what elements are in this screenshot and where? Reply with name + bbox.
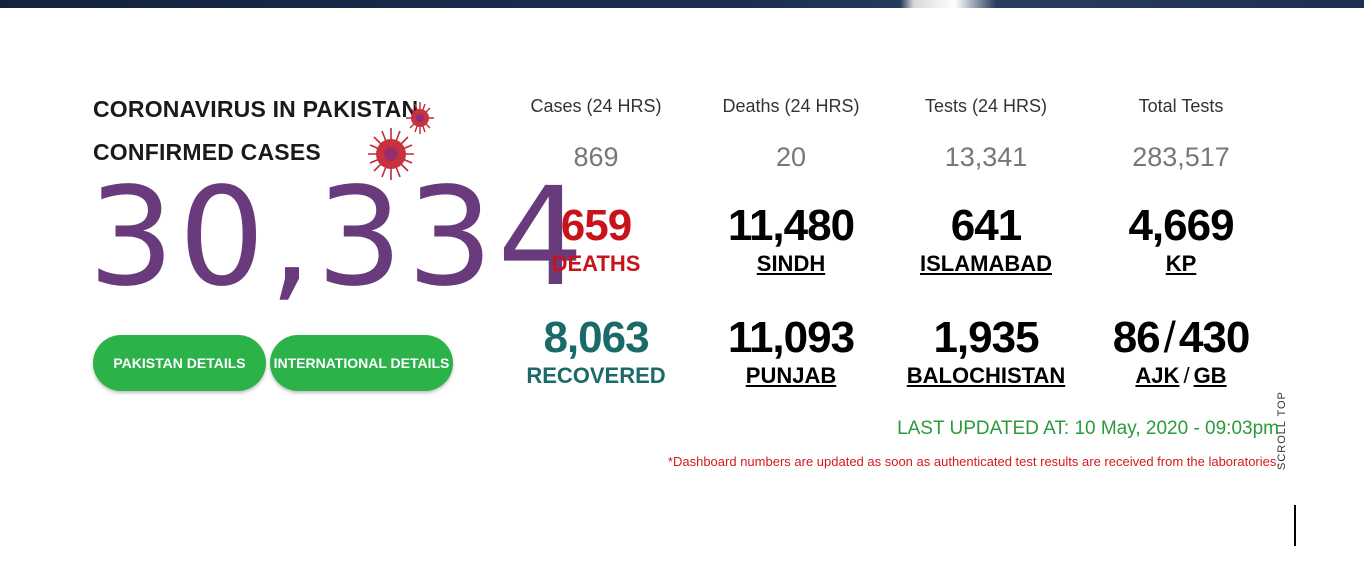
scroll-top-line xyxy=(1294,505,1296,546)
separator: / xyxy=(1163,313,1176,362)
balochistan-link[interactable]: BALOCHISTAN xyxy=(906,363,1066,388)
recovered-label: RECOVERED xyxy=(526,363,666,388)
heading-line-1: CORONAVIRUS IN PAKISTAN xyxy=(93,96,419,122)
confirmed-cases-count: 30,334 xyxy=(88,159,588,317)
stat-sindh: 11,480 SINDH xyxy=(691,202,891,278)
gb-value: 430 xyxy=(1178,313,1250,362)
stat-islamabad: 641 ISLAMABAD xyxy=(886,202,1086,278)
international-details-button[interactable]: INTERNATIONAL DETAILS xyxy=(270,335,453,391)
separator: / xyxy=(1183,363,1190,388)
pakistan-details-button[interactable]: PAKISTAN DETAILS xyxy=(93,335,266,391)
deaths-label: DEATHS xyxy=(551,251,641,276)
islamabad-value: 641 xyxy=(950,201,1022,250)
islamabad-link[interactable]: ISLAMABAD xyxy=(920,251,1052,276)
recovered-value: 8,063 xyxy=(543,313,649,362)
ajk-gb-labels: AJK / GB xyxy=(1081,362,1281,390)
summary-value: 20 xyxy=(775,142,807,172)
summary-value: 869 xyxy=(573,142,619,172)
gb-link[interactable]: GB xyxy=(1193,363,1227,388)
summary-label: Cases (24 HRS) xyxy=(530,96,662,116)
heading-line-2: CONFIRMED CASES xyxy=(93,139,321,165)
summary-value: 283,517 xyxy=(1132,142,1230,172)
ajk-link[interactable]: AJK xyxy=(1135,363,1180,388)
deaths-value: 659 xyxy=(560,201,632,250)
summary-label: Tests (24 HRS) xyxy=(924,96,1048,116)
top-banner-strip xyxy=(0,0,1364,8)
punjab-link[interactable]: PUNJAB xyxy=(745,363,837,388)
stat-punjab: 11,093 PUNJAB xyxy=(691,314,891,390)
ajk-gb-values: 86/430 xyxy=(1081,314,1281,362)
scroll-top-link[interactable]: SCROLL TOP xyxy=(1276,391,1288,470)
dashboard-note: *Dashboard numbers are updated as soon a… xyxy=(667,454,1280,469)
virus-icon-large xyxy=(368,128,414,180)
summary-label: Deaths (24 HRS) xyxy=(722,96,860,116)
virus-icon xyxy=(406,102,434,134)
stat-recovered: 8,063 RECOVERED xyxy=(496,314,696,390)
stat-ajk-gb: 86/430 AJK / GB xyxy=(1081,314,1281,390)
ajk-value: 86 xyxy=(1112,313,1161,362)
stat-balochistan: 1,935 BALOCHISTAN xyxy=(886,314,1086,390)
summary-label: Total Tests xyxy=(1138,96,1224,116)
balochistan-value: 1,935 xyxy=(933,313,1039,362)
kp-link[interactable]: KP xyxy=(1165,251,1197,276)
last-updated: LAST UPDATED AT: 10 May, 2020 - 09:03pm xyxy=(897,418,1279,439)
sindh-link[interactable]: SINDH xyxy=(756,251,826,276)
punjab-value: 11,093 xyxy=(727,313,855,362)
stat-kp: 4,669 KP xyxy=(1081,202,1281,278)
stat-deaths: 659 DEATHS xyxy=(496,202,696,278)
sindh-value: 11,480 xyxy=(727,201,855,250)
kp-value: 4,669 xyxy=(1128,201,1234,250)
summary-value: 13,341 xyxy=(944,142,1028,172)
